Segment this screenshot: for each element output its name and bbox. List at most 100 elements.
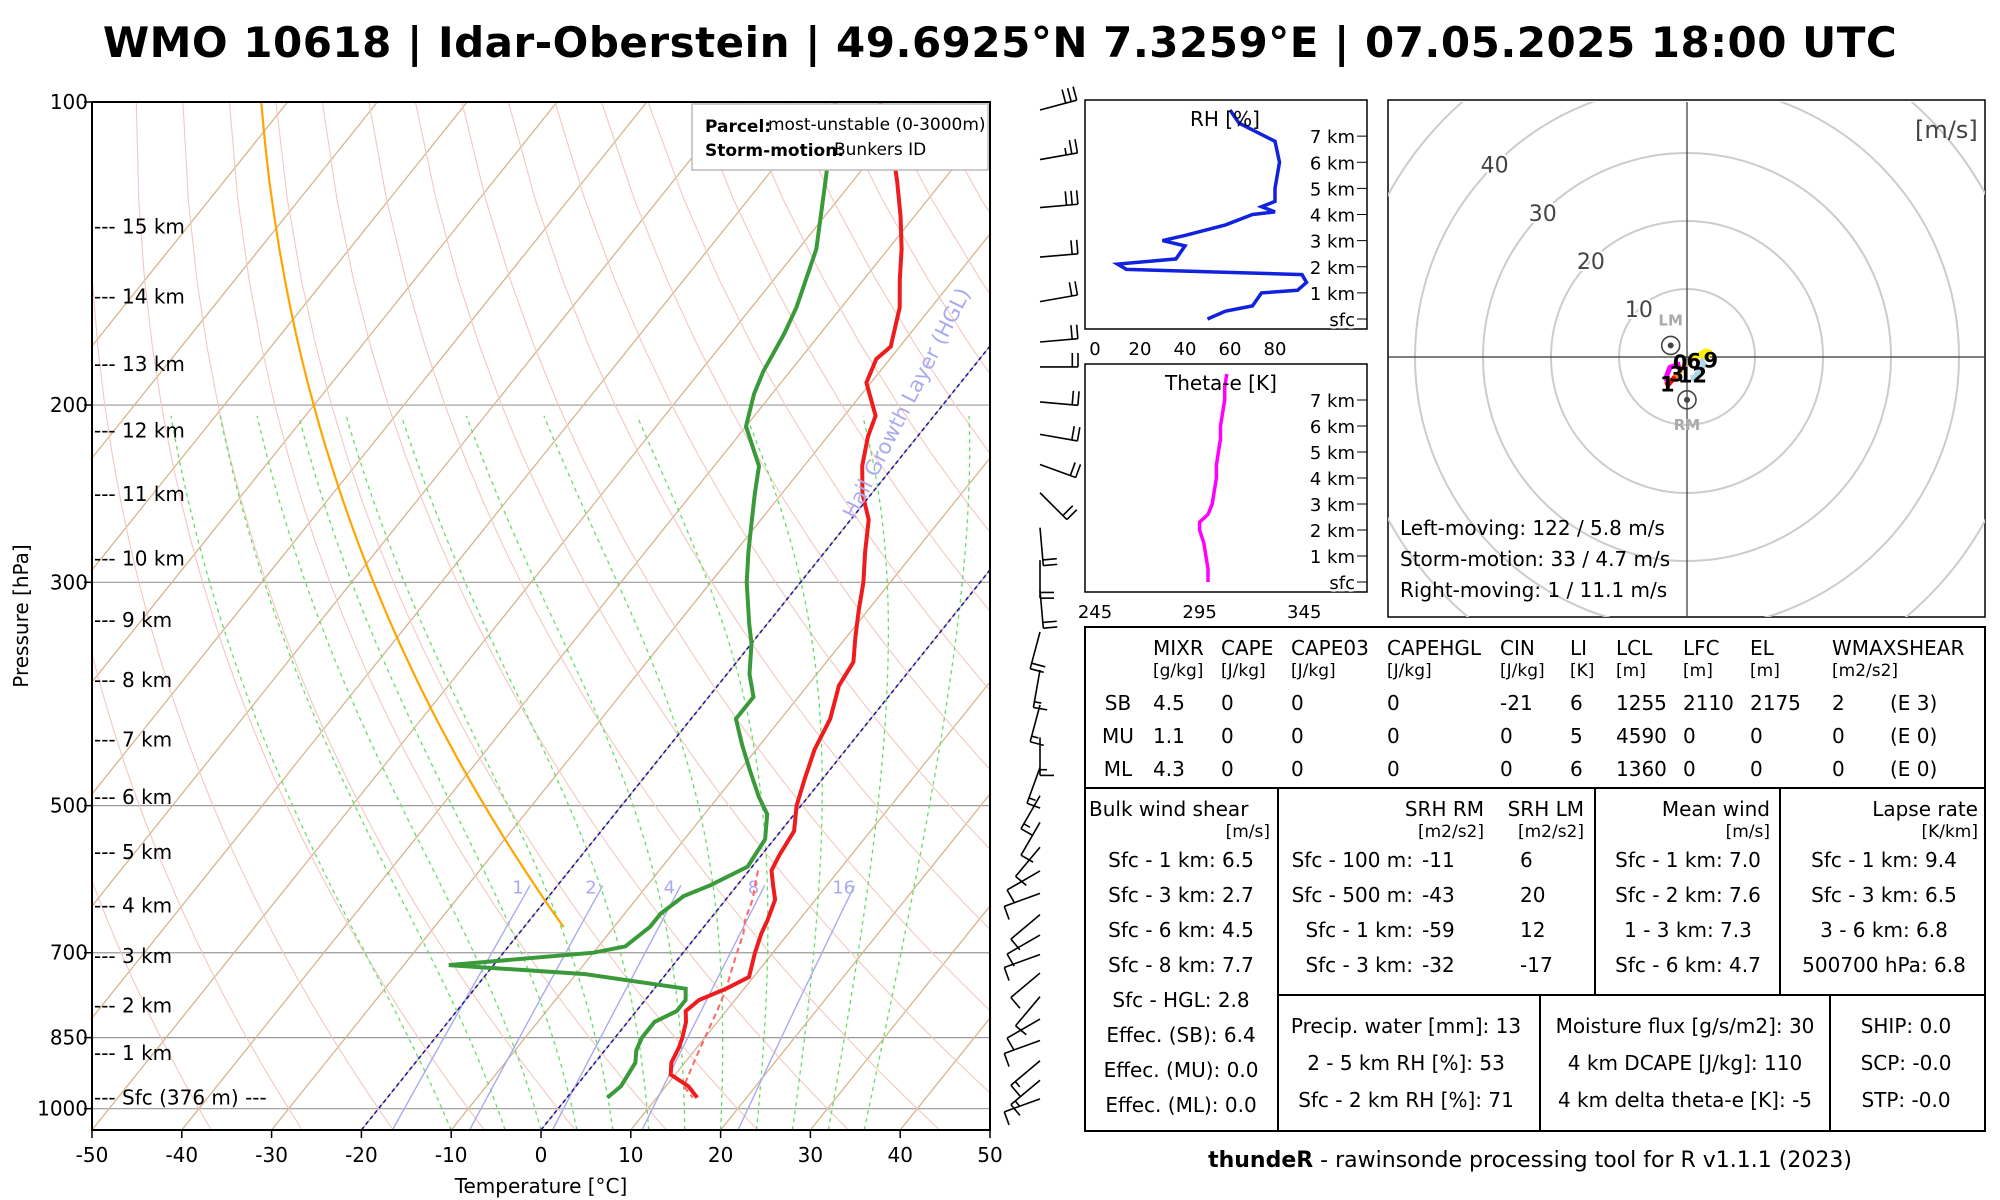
dry-adiabat-line [600, 102, 990, 771]
km-label: 4 km [1310, 469, 1355, 490]
barb-flag [1031, 735, 1039, 739]
km-label: 4 km [1310, 206, 1355, 227]
bulk-shear-title: Bulk wind shear [1089, 797, 1249, 821]
hodograph-trace [1690, 357, 1707, 382]
barb-flag [1075, 190, 1079, 205]
mean-wind-row: 1 - 3 km: 7.3 [1624, 918, 1752, 942]
footer-credit: thundeR - rawinsonde processing tool for… [1080, 1148, 1980, 1173]
mixing-ratio-line [641, 884, 766, 1130]
srh-lm-value: 12 [1520, 918, 1545, 942]
param-cell: 0 [1683, 724, 1696, 748]
wind-barb [1029, 704, 1044, 747]
mixing-ratio-line [468, 884, 604, 1130]
mean-wind-title: Mean wind [1662, 797, 1770, 821]
wind-barb [1006, 870, 1041, 903]
param-cell: 0 [1500, 757, 1513, 781]
y-tick-label: 1000 [37, 1097, 88, 1121]
dry-adiabat-line [554, 102, 990, 851]
hodograph-info-left: Left-moving: 122 / 5.8 m/s [1400, 516, 1665, 540]
barb-flag [1076, 427, 1081, 442]
dry-adiabat-line [461, 102, 990, 1012]
barb-flag [1043, 563, 1058, 567]
x-tick-label: -40 [165, 1143, 198, 1167]
barb-flag [1042, 557, 1057, 561]
km-label: 3 km [1310, 232, 1355, 253]
mean-wind-unit: [m/s] [1726, 822, 1770, 842]
param-cell: 0 [1221, 757, 1234, 781]
bulk-shear-row: Sfc - HGL: 2.8 [1112, 988, 1249, 1012]
moisture-row: Precip. water [mm]: 13 [1291, 1014, 1521, 1038]
y-axis-label: Pressure [hPa] [9, 544, 33, 687]
y-tick-label: 500 [50, 794, 88, 818]
barb-flag [1069, 462, 1076, 476]
composite-row: SCP: -0.0 [1861, 1051, 1952, 1075]
param-cell: 0 [1291, 691, 1304, 715]
moist-adiabat-line [465, 415, 686, 1130]
mixing-ratio-line [551, 884, 682, 1130]
isotherm-line [92, 102, 827, 1020]
hgl-isotherm-line [360, 344, 990, 1130]
barb-shaft [1039, 527, 1045, 566]
wind-barbs [1003, 86, 1082, 1126]
rh-profile-line [1111, 109, 1309, 321]
barb-shaft [1014, 846, 1041, 877]
param-unit: [K] [1570, 661, 1594, 681]
barb-shaft [1004, 1098, 1041, 1113]
param-unit: [m] [1616, 661, 1646, 681]
panel-x-tick-label: 345 [1287, 602, 1321, 623]
wind-barb [1039, 527, 1058, 567]
srh-row-label: Sfc - 3 km: [1305, 953, 1413, 977]
barb-flag [1066, 87, 1072, 102]
x-tick-label: -50 [76, 1143, 109, 1167]
isotherm-line [899, 1016, 990, 1130]
barb-flag [1068, 282, 1073, 297]
x-tick-label: 30 [798, 1143, 823, 1167]
barb-shaft [1004, 1039, 1041, 1055]
footer-brand: thundeR [1208, 1148, 1314, 1173]
dry-adiabat-line [368, 102, 941, 1130]
barb-flag [1070, 240, 1073, 255]
param-cell: 2 [1832, 691, 1845, 715]
bulk-shear-row: Effec. (MU): 0.0 [1104, 1058, 1259, 1082]
km-label: 7 km [1310, 127, 1355, 148]
wind-barb [1020, 795, 1041, 837]
dry-adiabat-line [92, 651, 303, 1130]
barb-shaft [1039, 433, 1078, 442]
x-tick-label: 40 [887, 1143, 912, 1167]
moist-adiabat-line [256, 415, 542, 1130]
mean-wind-row: Sfc - 6 km: 4.7 [1615, 953, 1761, 977]
barb-flag [1042, 620, 1057, 624]
x-tick-label: 10 [618, 1143, 643, 1167]
flux-row: 4 km DCAPE [J/kg]: 110 [1568, 1051, 1802, 1075]
mixing-ratio-line [737, 884, 856, 1130]
barb-flag [1014, 1081, 1021, 1088]
x-axis-label: Temperature [°C] [454, 1174, 628, 1198]
srh-row-label: Sfc - 100 m: [1292, 848, 1413, 872]
wind-barb [1029, 631, 1046, 674]
y-tick-label: 100 [50, 90, 88, 114]
srh-rm-value: -32 [1422, 953, 1455, 977]
wind-barb [1003, 1039, 1041, 1067]
barb-flag [1020, 828, 1034, 837]
bulk-shear-row: Sfc - 8 km: 7.7 [1108, 953, 1254, 977]
dry-adiabat-line [507, 102, 990, 931]
dry-adiabat-line [647, 102, 990, 692]
barb-shaft [1010, 972, 1041, 999]
param-header: WMAXSHEAR [1832, 636, 1964, 660]
panel-x-tick-label: 80 [1264, 339, 1287, 360]
barb-flag [1066, 509, 1078, 521]
moist-adiabat-line [543, 415, 724, 1130]
skewt-background-lines: 1 2 4 8 16 [92, 102, 990, 1130]
barb-shaft [1010, 1079, 1041, 1106]
param-cell: 4.3 [1153, 757, 1185, 781]
mixing-ratio-label: 16 [832, 878, 855, 899]
lapse-rate-unit: [K/km] [1921, 822, 1978, 842]
temperature-profile-line [668, 102, 904, 1099]
mixing-ratio-label: 4 [664, 878, 675, 899]
mean-wind-row: Sfc - 1 km: 7.0 [1615, 848, 1761, 872]
panel-x-tick-label: 20 [1129, 339, 1152, 360]
param-cell: 0 [1387, 757, 1400, 781]
wind-barb [1032, 669, 1048, 711]
